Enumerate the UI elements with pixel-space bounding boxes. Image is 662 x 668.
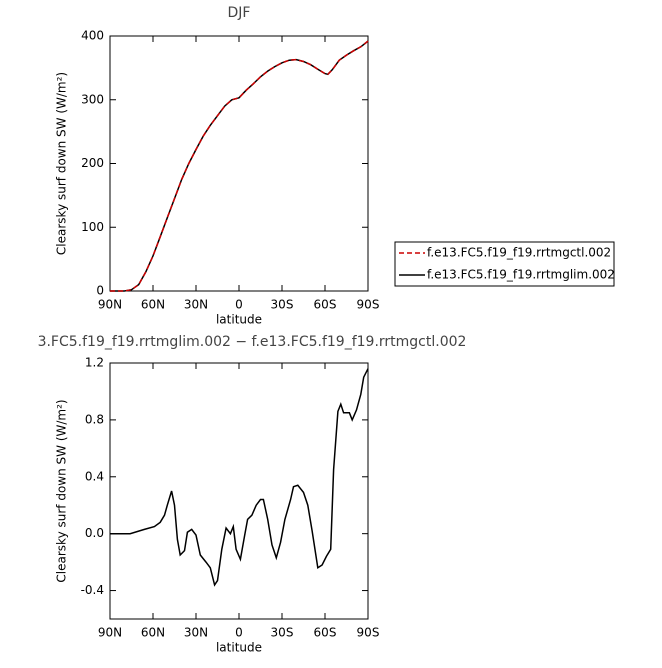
x-tick-label: 30N xyxy=(184,626,208,640)
x-axis-label: latitude xyxy=(216,641,262,655)
y-tick-label: 300 xyxy=(81,92,104,106)
x-tick-label: 90S xyxy=(357,298,380,312)
y-tick-label: 0.4 xyxy=(85,469,104,483)
y-axis-label: Clearsky surf down SW (W/m²) xyxy=(55,72,69,255)
legend-frame xyxy=(394,241,615,287)
y-tick-label: 0.0 xyxy=(85,526,104,540)
x-tick-label: 60N xyxy=(141,626,165,640)
x-tick-label: 60N xyxy=(141,298,165,312)
x-tick-label: 90S xyxy=(357,626,380,640)
x-axis-label: latitude xyxy=(216,313,262,327)
y-tick-label: 0 xyxy=(96,284,104,298)
legend-label: f.e13.FC5.f19_f19.rrtmgctl.002 xyxy=(427,246,611,260)
x-tick-label: 60S xyxy=(314,626,337,640)
x-tick-label: 30S xyxy=(271,626,294,640)
y-axis-label: Clearsky surf down SW (W/m²) xyxy=(55,399,69,582)
data-line xyxy=(110,40,369,292)
y-tick-label: 1.2 xyxy=(85,356,104,370)
plot-frame xyxy=(109,362,369,620)
x-tick-label: 90N xyxy=(98,298,122,312)
x-tick-label: 30S xyxy=(271,298,294,312)
legend-label: f.e13.FC5.f19_f19.rrtmglim.002 xyxy=(427,268,615,282)
y-tick-label: 100 xyxy=(81,220,104,234)
x-tick-label: 60S xyxy=(314,298,337,312)
chart-title: DJF xyxy=(228,5,251,21)
x-tick-label: 0 xyxy=(235,626,243,640)
x-tick-label: 0 xyxy=(235,298,243,312)
y-tick-label: 200 xyxy=(81,156,104,170)
y-tick-label: -0.4 xyxy=(81,583,104,597)
x-tick-label: 90N xyxy=(98,626,122,640)
plot-frame xyxy=(109,35,369,292)
x-tick-label: 30N xyxy=(184,298,208,312)
y-tick-label: 0.8 xyxy=(85,412,104,426)
data-line xyxy=(110,368,369,587)
y-tick-label: 400 xyxy=(81,29,104,43)
chart-title: 3.FC5.f19_f19.rrtmglim.002 − f.e13.FC5.f… xyxy=(38,334,467,350)
data-line xyxy=(110,40,369,292)
